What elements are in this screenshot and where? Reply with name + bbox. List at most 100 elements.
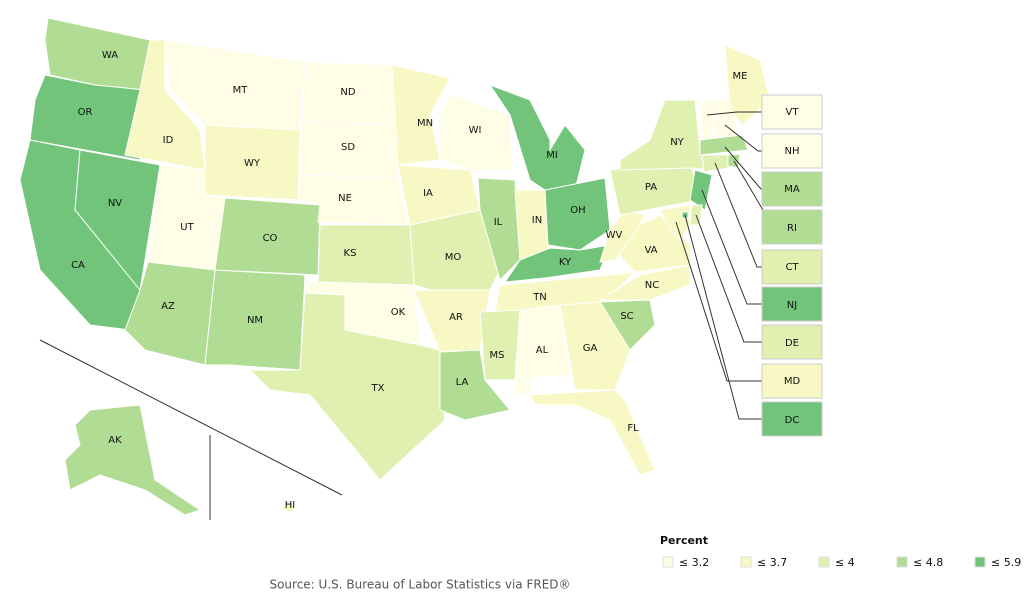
state-label: VA [644,245,657,256]
state-label: PA [645,182,657,193]
state-label: ND [340,87,355,98]
state-label: MT [233,85,249,96]
state-box [761,171,823,207]
legend-label: ≤ 3.7 [757,556,787,569]
legend-swatch [818,556,830,568]
state-label: CT [785,262,799,273]
state-label: NC [645,280,659,291]
states [19,17,771,516]
state [529,389,656,476]
state [599,299,656,351]
state-label: CO [263,233,278,244]
state [699,99,716,141]
state-label: ME [733,71,748,82]
leader-line [675,221,762,382]
state [477,177,521,281]
state-label: IN [532,215,542,226]
state [64,404,202,516]
state-label: MS [490,350,505,361]
leader-line [714,162,762,268]
state-label: NV [108,198,122,209]
state-label: AZ [161,301,175,312]
state [439,349,511,421]
state-box [761,324,823,360]
state-label: MI [546,150,558,161]
state [689,169,713,211]
state [74,149,161,292]
leader-line [724,146,762,190]
state [391,64,451,166]
state-label: IA [423,188,433,199]
state [488,83,586,191]
state-label: DC [785,415,800,426]
legend-title: Percent [660,534,708,547]
state-label: NE [338,193,352,204]
leader-line [695,214,762,343]
state-label: NH [785,146,800,157]
state [699,134,749,156]
state-box [761,209,823,245]
legend-label: ≤ 5.9 [991,556,1021,569]
state-label: CA [71,260,85,271]
state-label: ID [163,135,174,146]
state-label: IL [494,217,503,228]
state-label: WA [102,50,118,61]
leader-line [706,111,762,116]
inset-divider [39,339,343,496]
legend-label: ≤ 4.8 [913,556,943,569]
legend: ≤ 3.2 ≤ 3.7 ≤ 4 ≤ 4.8 ≤ 5.9 [662,556,1021,569]
state [317,224,415,286]
state [248,292,446,481]
state-label: KS [344,248,357,259]
state-label: MN [417,118,433,129]
state [124,39,206,171]
state-label: TX [371,383,385,394]
state-label: SC [620,311,633,322]
state-label: TN [532,292,547,303]
leader-line [684,214,762,420]
state-label: DE [785,338,799,349]
state-label: FL [627,423,639,434]
state-label: MO [445,252,462,263]
state-label: UT [180,222,194,233]
state-label: OR [78,107,93,118]
state-label: AK [108,435,122,446]
state [559,301,631,391]
state-label: WY [244,158,261,169]
state [282,499,296,513]
state-label: LA [456,377,469,388]
state-label: SD [341,142,355,153]
state-label: GA [583,343,598,354]
state-box [761,249,823,285]
state-label: AR [449,312,463,323]
state [598,264,691,301]
state-label: KY [559,257,572,268]
state-label: WV [606,230,623,241]
state-label: NJ [787,300,797,311]
state [29,74,146,161]
state-label: MD [784,376,801,387]
legend-label: ≤ 4 [835,556,855,569]
state [204,269,306,371]
state-label: OK [391,307,406,318]
state-box [761,363,823,399]
source: Source: U.S. Bureau of Labor Statistics … [269,578,570,592]
state-label: MA [784,184,800,195]
legend-swatch [740,556,752,568]
state-box [761,133,823,169]
state-box [761,401,823,437]
state-label: HI [285,500,295,511]
legend-swatch [662,556,674,568]
state-label: VT [786,107,800,118]
state-label: RI [787,223,797,234]
state-label: NM [247,315,263,326]
state-box [761,94,823,130]
leader-line [724,124,762,152]
state [297,174,409,226]
legend-label: ≤ 3.2 [679,556,709,569]
labels: WA OR CA NV ID MT WY UT CO AZ NM ND SD NE KS OK TX MN IA MO… [71,50,823,511]
state-label: AL [536,345,549,356]
state-label: OH [570,205,585,216]
leader-line [701,189,762,305]
